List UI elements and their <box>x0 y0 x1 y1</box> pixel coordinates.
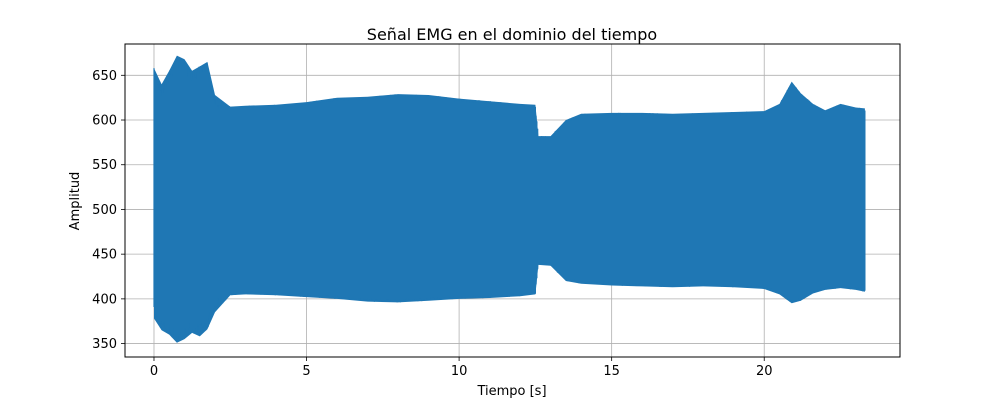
emg-signal-detail <box>153 59 866 340</box>
y-tick-label: 650 <box>92 69 117 84</box>
x-tick-label: 10 <box>451 364 468 379</box>
y-tick-label: 350 <box>92 337 117 352</box>
plot-area-frame <box>124 43 901 358</box>
emg-signal-spikes <box>153 59 866 340</box>
y-tick-label: 500 <box>92 203 117 218</box>
y-tick-label: 450 <box>92 248 117 263</box>
y-axis-label: Amplitud <box>68 172 83 231</box>
y-tick-label: 600 <box>92 114 117 129</box>
y-tick-label: 550 <box>92 158 117 173</box>
x-axis-ticks: 0 5 10 15 20 <box>150 357 773 379</box>
y-tick-label: 400 <box>92 292 117 307</box>
x-tick-label: 20 <box>756 364 773 379</box>
x-tick-label: 0 <box>150 364 158 379</box>
x-axis-label: Tiempo [s] <box>476 384 546 399</box>
chart-title: Señal EMG en el dominio del tiempo <box>367 25 657 44</box>
x-tick-label: 5 <box>302 364 310 379</box>
y-axis-ticks: 350 400 450 500 550 600 650 <box>92 69 125 352</box>
x-tick-label: 15 <box>603 364 620 379</box>
